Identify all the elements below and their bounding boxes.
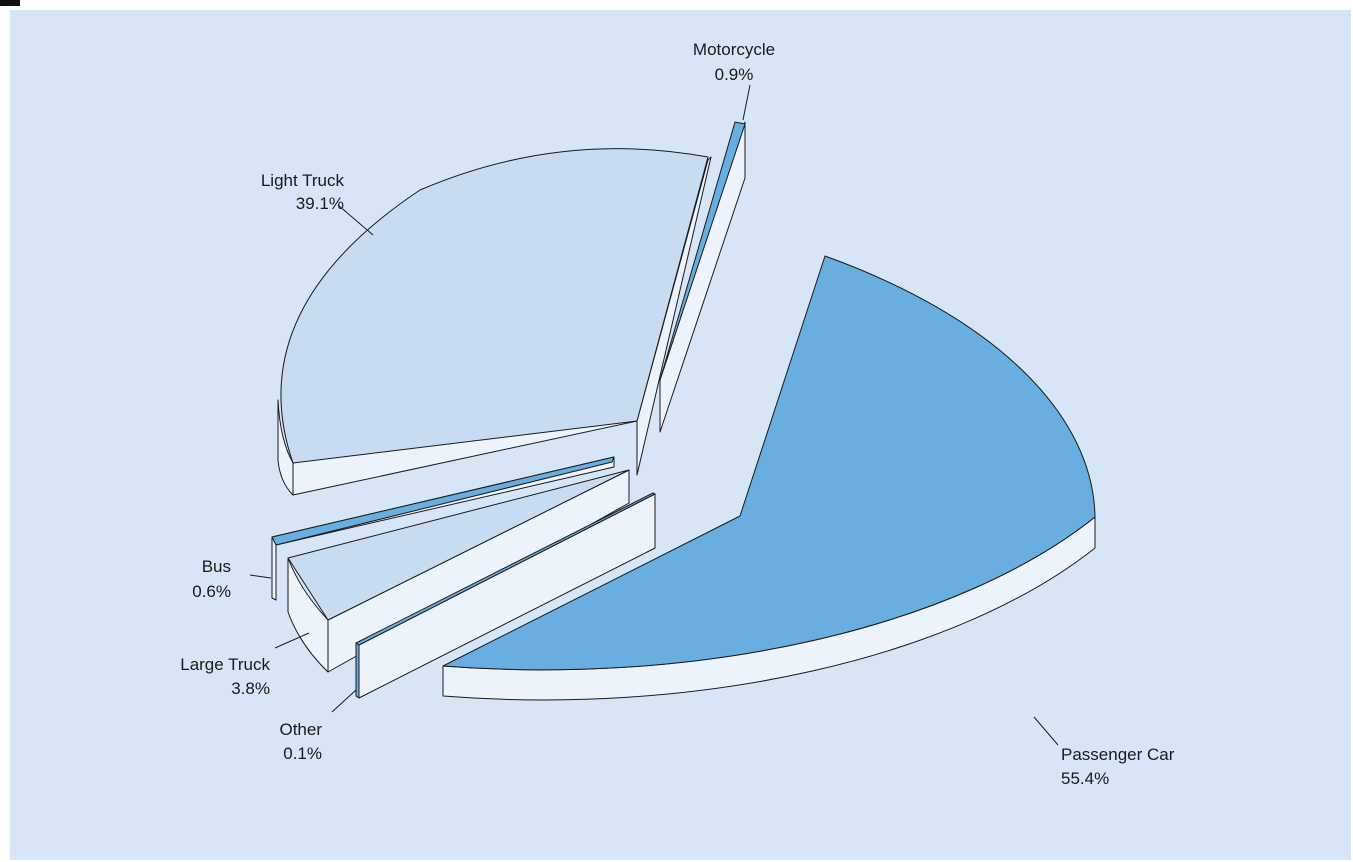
leader-bus	[249, 574, 272, 579]
label-large-truck: Large Truck 3.8%	[180, 655, 270, 698]
slice-light-truck-side-right	[636, 156, 712, 476]
label-motorcycle: Motorcycle 0.9%	[693, 40, 775, 84]
slice-other	[331, 492, 656, 713]
label-other-percent: 0.1%	[283, 744, 322, 763]
slice-other-top	[355, 492, 656, 646]
label-other: Other 0.1%	[279, 720, 322, 763]
leader-passenger-car	[1033, 716, 1059, 746]
top-mark	[0, 0, 20, 6]
label-passenger-car: Passenger Car 55.4%	[1061, 745, 1175, 788]
slice-motorcycle-top	[659, 121, 746, 381]
label-large-truck-name: Large Truck	[180, 655, 270, 674]
leader-motorcycle	[742, 84, 751, 121]
chart-frame	[10, 10, 1351, 860]
top-strip	[0, 0, 1353, 10]
slice-motorcycle	[659, 84, 751, 433]
slice-large-truck-top	[287, 469, 630, 621]
label-other-name: Other	[279, 720, 322, 739]
label-passenger-car-name: Passenger Car	[1061, 745, 1175, 764]
label-large-truck-percent: 3.8%	[231, 679, 270, 698]
slice-passenger-car	[442, 255, 1096, 746]
label-light-truck: Light Truck 39.1%	[261, 171, 345, 213]
label-bus-percent: 0.6%	[192, 582, 231, 601]
label-bus: Bus 0.6%	[192, 557, 231, 601]
label-light-truck-name: Light Truck	[261, 171, 345, 190]
slice-passenger-car-top	[442, 255, 1096, 671]
slice-bus-top	[271, 456, 615, 546]
slice-light-truck-top	[280, 148, 709, 464]
label-passenger-car-percent: 55.4%	[1061, 769, 1109, 788]
label-bus-name: Bus	[202, 557, 231, 576]
leader-large-truck	[274, 632, 310, 649]
label-motorcycle-percent: 0.9%	[715, 65, 754, 84]
leader-light-truck	[337, 204, 374, 236]
slice-bus	[249, 456, 615, 601]
slice-light-truck	[277, 148, 712, 496]
leader-other	[331, 689, 357, 713]
label-light-truck-percent: 39.1%	[296, 194, 344, 213]
label-motorcycle-name: Motorcycle	[693, 40, 775, 59]
